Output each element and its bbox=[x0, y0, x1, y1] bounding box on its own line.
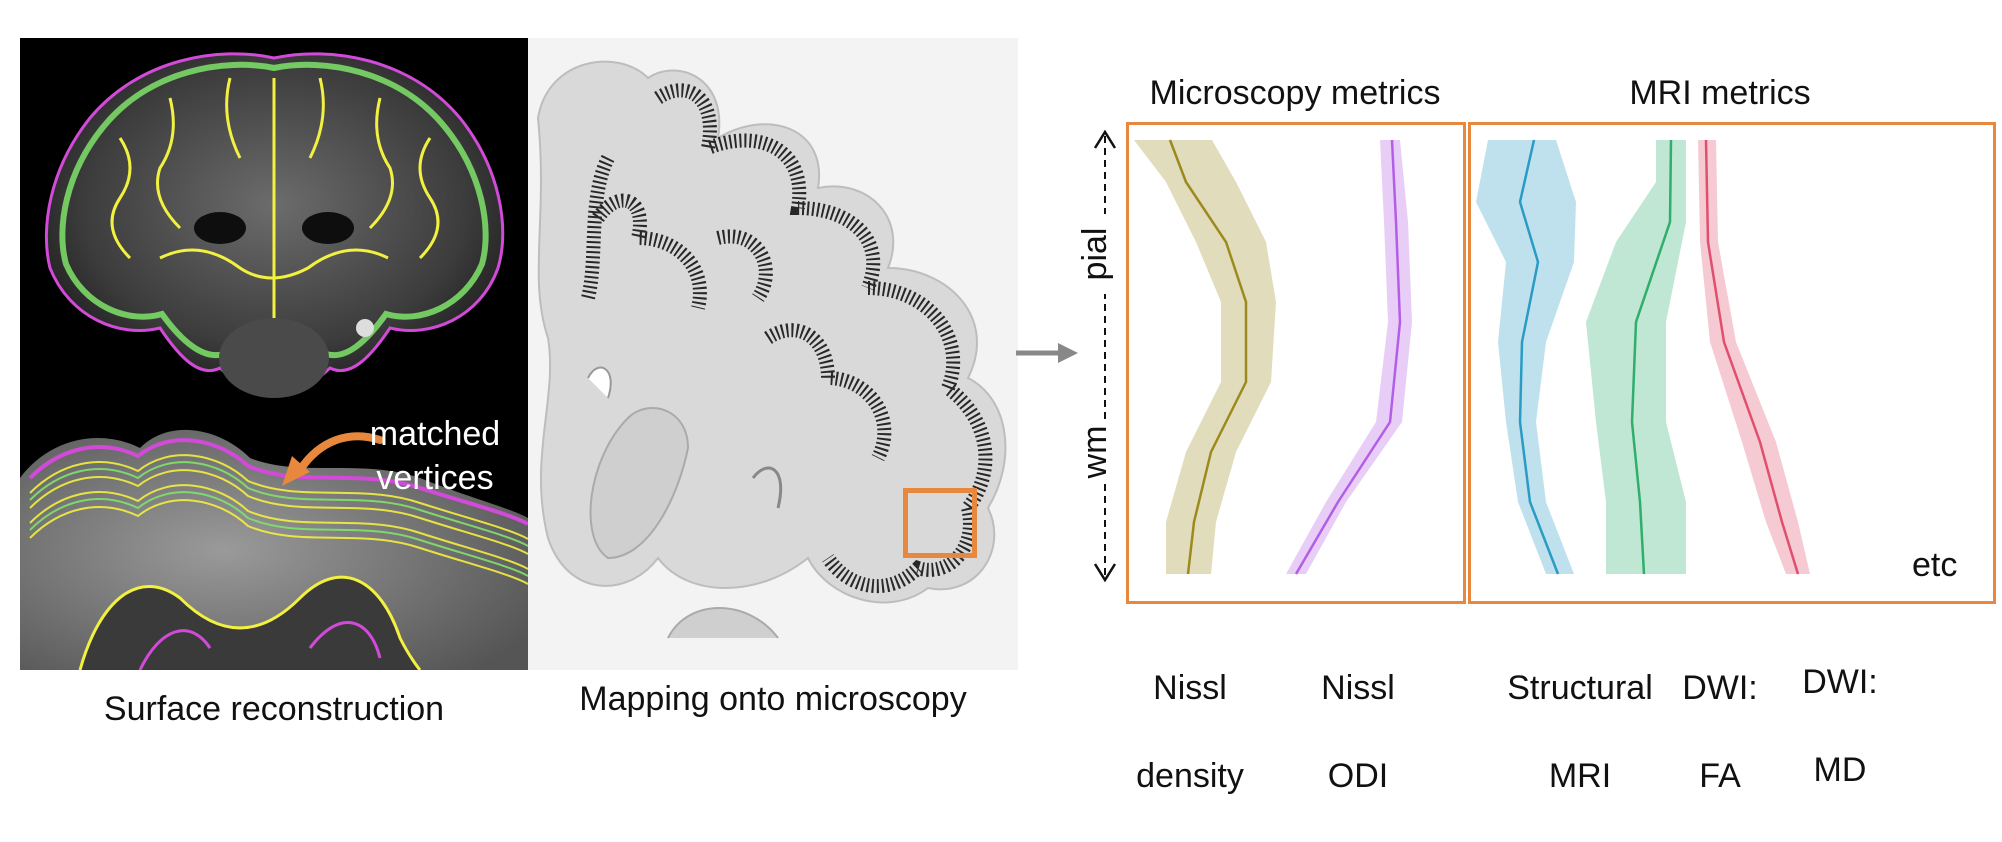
label-structural-mri-line1: Structural bbox=[1507, 669, 1653, 707]
label-dwi-fa-line2: FA bbox=[1699, 757, 1741, 795]
mapping-onto-microscopy-caption: Mapping onto microscopy bbox=[579, 680, 967, 718]
profile-dwi-md bbox=[1698, 139, 1810, 575]
matched-vertices-line1: matched bbox=[369, 415, 501, 453]
mri-metrics-frame bbox=[1468, 122, 1996, 604]
surface-reconstruction-caption: Surface reconstruction bbox=[103, 690, 445, 728]
cortical-depth-axis bbox=[1093, 129, 1117, 583]
microscopy-image bbox=[528, 38, 1018, 670]
mri-metrics-title: MRI metrics bbox=[1629, 74, 1811, 112]
label-dwi-md: DWI: MD bbox=[1790, 616, 1890, 836]
surface-reconstruction-image bbox=[20, 38, 528, 670]
nissl-section bbox=[528, 38, 1018, 670]
label-nissl-odi-line2: ODI bbox=[1327, 757, 1389, 795]
nissl-tissue bbox=[536, 60, 1007, 639]
coronal-brain bbox=[44, 52, 505, 398]
label-structural-mri-line2: MRI bbox=[1548, 757, 1612, 795]
profile-dwi-fa bbox=[1586, 139, 1686, 575]
label-dwi-fa-line1: DWI: bbox=[1682, 669, 1758, 707]
profile-nissl-odi bbox=[1286, 139, 1412, 575]
label-nissl-density-line2: density bbox=[1136, 757, 1244, 795]
label-nissl-density-line1: Nissl bbox=[1153, 669, 1227, 707]
label-dwi-md-line2: MD bbox=[1813, 751, 1867, 789]
axis-label-pial: pial bbox=[1076, 214, 1120, 294]
depth-profiles-plot bbox=[1134, 139, 1810, 575]
label-nissl-odi: Nissl ODI bbox=[1298, 622, 1418, 842]
matched-vertices-label: matched vertices bbox=[355, 412, 515, 500]
etc-label: etc bbox=[1912, 546, 1958, 584]
matched-vertices-line2: vertices bbox=[376, 459, 494, 497]
label-structural-mri: Structural MRI bbox=[1480, 622, 1680, 842]
microscopy-roi-box bbox=[903, 488, 977, 558]
label-dwi-md-line1: DWI: bbox=[1802, 663, 1878, 701]
profile-structural-mri bbox=[1476, 139, 1576, 575]
matched-vertices-arrow bbox=[282, 432, 384, 486]
profile-nissl-density bbox=[1134, 139, 1276, 575]
label-nissl-odi-line1: Nissl bbox=[1321, 669, 1395, 707]
microscopy-metrics-frame bbox=[1126, 122, 1466, 604]
axis-label-wm: wm bbox=[1076, 422, 1120, 482]
zoomed-cortex bbox=[20, 418, 528, 670]
label-dwi-fa: DWI: FA bbox=[1670, 622, 1770, 842]
right-arrow-icon bbox=[1016, 343, 1078, 363]
label-nissl-density: Nissl density bbox=[1120, 622, 1260, 842]
microscopy-metrics-title: Microscopy metrics bbox=[1149, 74, 1441, 112]
mri-coronal-slice bbox=[20, 52, 528, 670]
